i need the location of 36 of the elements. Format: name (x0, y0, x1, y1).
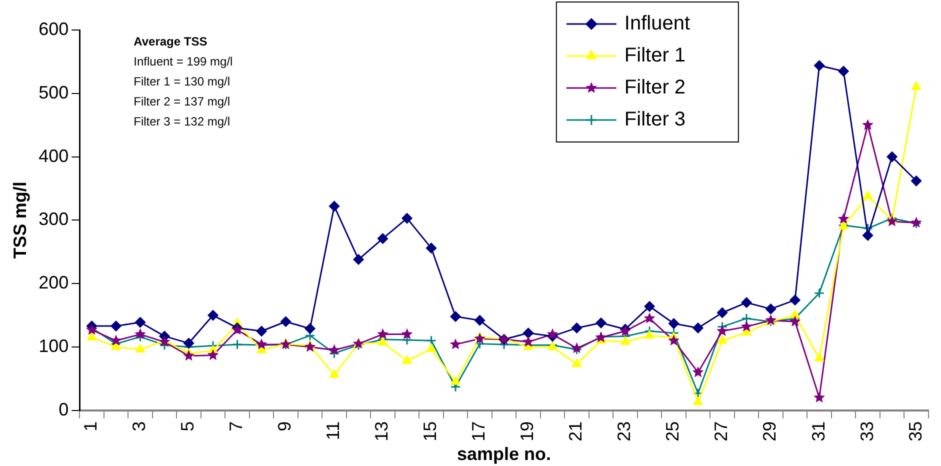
x-tick-label: 3 (129, 421, 150, 432)
annotation: Influent = 199 mg/l (134, 54, 233, 68)
y-tick-label: 600 (38, 18, 69, 39)
x-tick-label: 19 (517, 421, 538, 442)
y-tick-label: 100 (38, 336, 69, 356)
legend-label: Filter 1 (624, 44, 686, 67)
x-tick-label: 23 (614, 421, 634, 442)
x-tick-label: 35 (905, 421, 926, 442)
x-tick-label: 5 (178, 421, 198, 432)
x-tick-label: 7 (226, 421, 246, 432)
legend-label: Filter 2 (624, 76, 686, 99)
x-tick-label: 33 (856, 421, 877, 442)
x-tick-label: 9 (274, 421, 295, 432)
x-tick-label: 27 (711, 421, 732, 442)
x-tick-label: 1 (80, 421, 101, 432)
legend-label: Filter 3 (624, 108, 686, 131)
legend-label: Influent (624, 12, 690, 35)
annotation: Filter 1 = 130 mg/l (134, 74, 230, 88)
y-tick-label: 400 (38, 146, 69, 166)
annotation: Filter 2 = 137 mg/l (134, 94, 230, 108)
y-tick-label: 500 (38, 82, 69, 102)
y-tick-label: 200 (38, 272, 69, 293)
x-tick-label: 29 (760, 421, 780, 442)
x-axis-title: sample no. (457, 444, 552, 464)
x-tick-label: 25 (662, 421, 683, 442)
x-tick-label: 11 (323, 421, 344, 440)
x-tick-label: 31 (808, 421, 828, 442)
x-tick-label: 17 (468, 421, 489, 442)
y-axis-title: TSS mg/l (10, 182, 30, 259)
x-tick-label: 15 (420, 421, 440, 442)
y-tick-label: 0 (58, 399, 69, 420)
annotation: Average TSS (134, 34, 208, 48)
y-tick-label: 300 (38, 209, 69, 230)
annotation: Filter 3 = 132 mg/l (134, 114, 230, 128)
x-tick-label: 13 (372, 421, 392, 442)
x-tick-label: 21 (566, 421, 586, 442)
